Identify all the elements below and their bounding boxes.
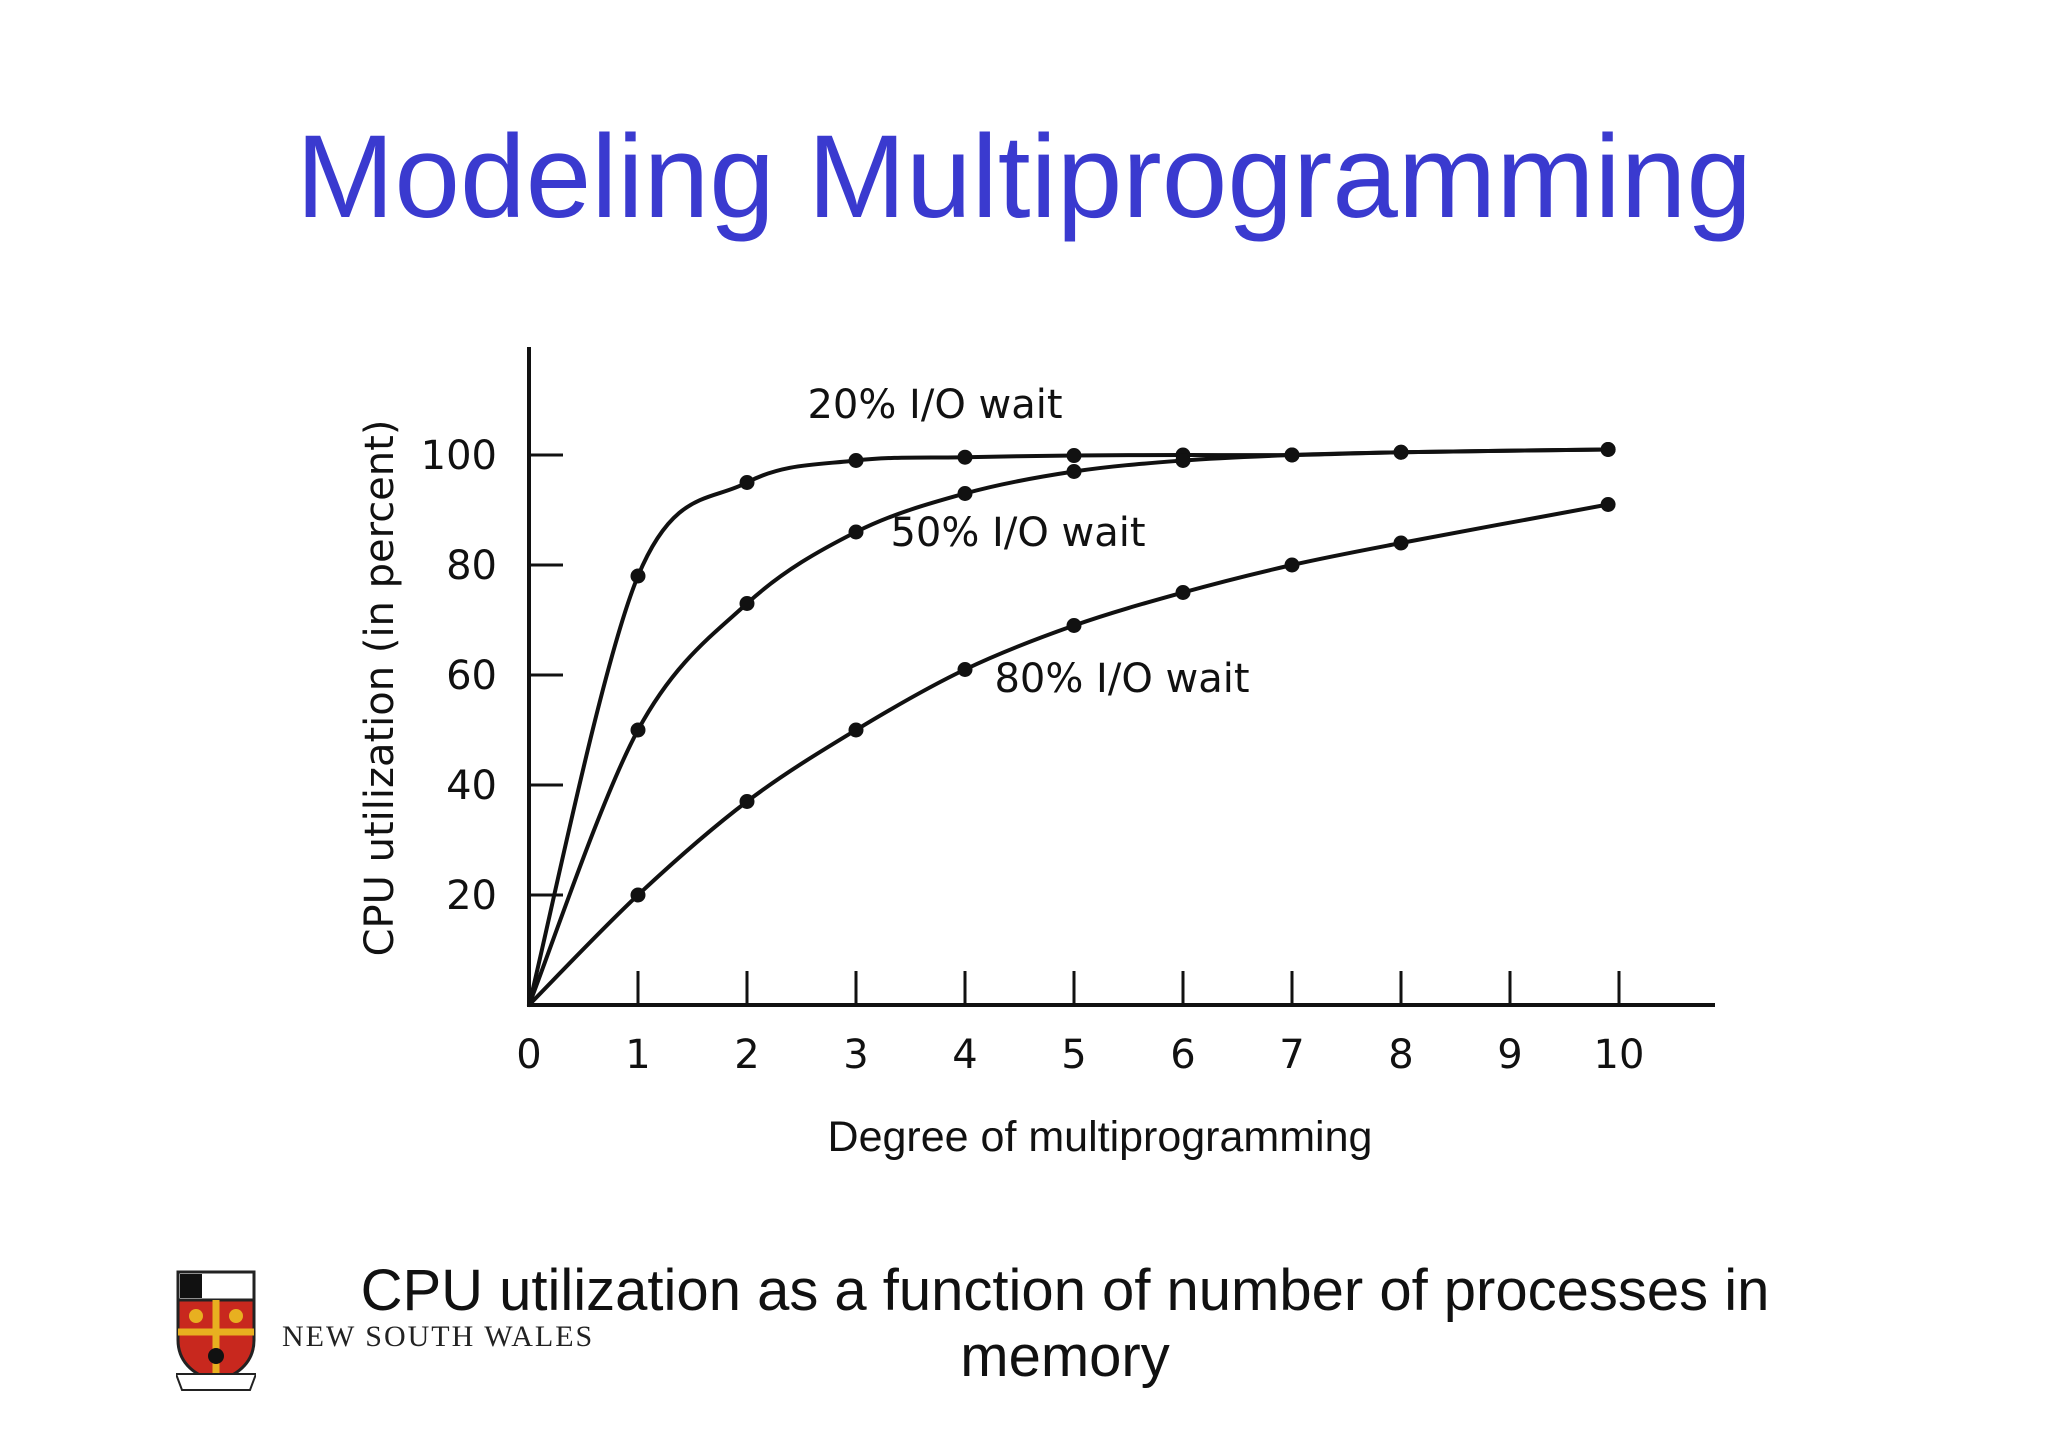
data-point-1-5 (1066, 448, 1082, 464)
data-point-2-1 (630, 722, 646, 738)
series-label-1: 20% I/O wait (807, 382, 1062, 428)
x-tick-label-2: 2 (734, 1032, 759, 1078)
logo-text: NEW SOUTH WALES (282, 1320, 595, 1353)
x-tick-label-10: 10 (1594, 1032, 1645, 1078)
unsw-crest-logo (174, 1270, 258, 1397)
series-labels: 20% I/O wait 50% I/O wait 80% I/O wait (807, 382, 1249, 702)
y-tick-label-40: 40 (446, 763, 497, 809)
data-point-2-3 (848, 524, 864, 540)
x-tick-label-6: 6 (1170, 1032, 1195, 1078)
series-label-2: 50% I/O wait (890, 510, 1145, 556)
data-point-3-7 (1284, 557, 1300, 573)
data-point-2-5 (1066, 464, 1082, 479)
data-point-2-4 (957, 486, 973, 501)
data-point-2-2 (739, 596, 755, 611)
series-label-3: 80% I/O wait (994, 656, 1249, 702)
y-axis-title: CPU utilization (in percent) (357, 420, 403, 957)
series-line-3 (527, 502, 1611, 1007)
slide-caption: CPU utilization as a function of number … (360, 1258, 1770, 1389)
y-tick-label-60: 60 (446, 653, 497, 699)
chart-axes: 0 1 2 3 4 5 6 7 8 9 10 20 40 60 80 100 CPU utilization (… (357, 347, 1715, 1078)
x-tick-label-7: 7 (1279, 1032, 1304, 1078)
data-point-3-8 (1393, 535, 1409, 551)
data-point-3-9 (1600, 497, 1616, 512)
x-axis-title: Degree of multiprogramming (827, 1113, 1373, 1161)
data-point-3-2 (739, 794, 755, 809)
data-point-2-8 (1393, 444, 1409, 460)
y-tick-label-20: 20 (446, 873, 497, 919)
x-tick-label-8: 8 (1388, 1032, 1413, 1078)
x-tick-label-4: 4 (952, 1032, 977, 1078)
data-point-1-1 (630, 568, 646, 584)
x-tick-label-0: 0 (516, 1032, 541, 1078)
x-tick-label-1: 1 (625, 1032, 650, 1078)
data-point-2-6 (1175, 453, 1191, 468)
x-tick-label-9: 9 (1497, 1032, 1522, 1078)
x-tick-label-3: 3 (843, 1032, 868, 1078)
y-tick-label-100: 100 (421, 433, 497, 479)
data-point-3-1 (630, 887, 646, 903)
data-point-3-6 (1175, 585, 1191, 600)
data-point-3-3 (848, 722, 864, 738)
data-point-2-7 (1284, 447, 1300, 463)
series-line-2 (527, 447, 1611, 1007)
data-point-1-3 (848, 453, 864, 468)
data-point-3-4 (957, 662, 973, 677)
x-tick-label-5: 5 (1061, 1032, 1086, 1078)
data-point-3-5 (1066, 618, 1082, 633)
data-point-2-9 (1600, 442, 1616, 457)
data-point-1-4 (957, 449, 973, 465)
series-points (630, 442, 1616, 903)
data-point-1-2 (739, 475, 755, 490)
y-tick-label-80: 80 (446, 543, 497, 589)
slide-title: Modeling Multiprogramming (296, 111, 1752, 243)
